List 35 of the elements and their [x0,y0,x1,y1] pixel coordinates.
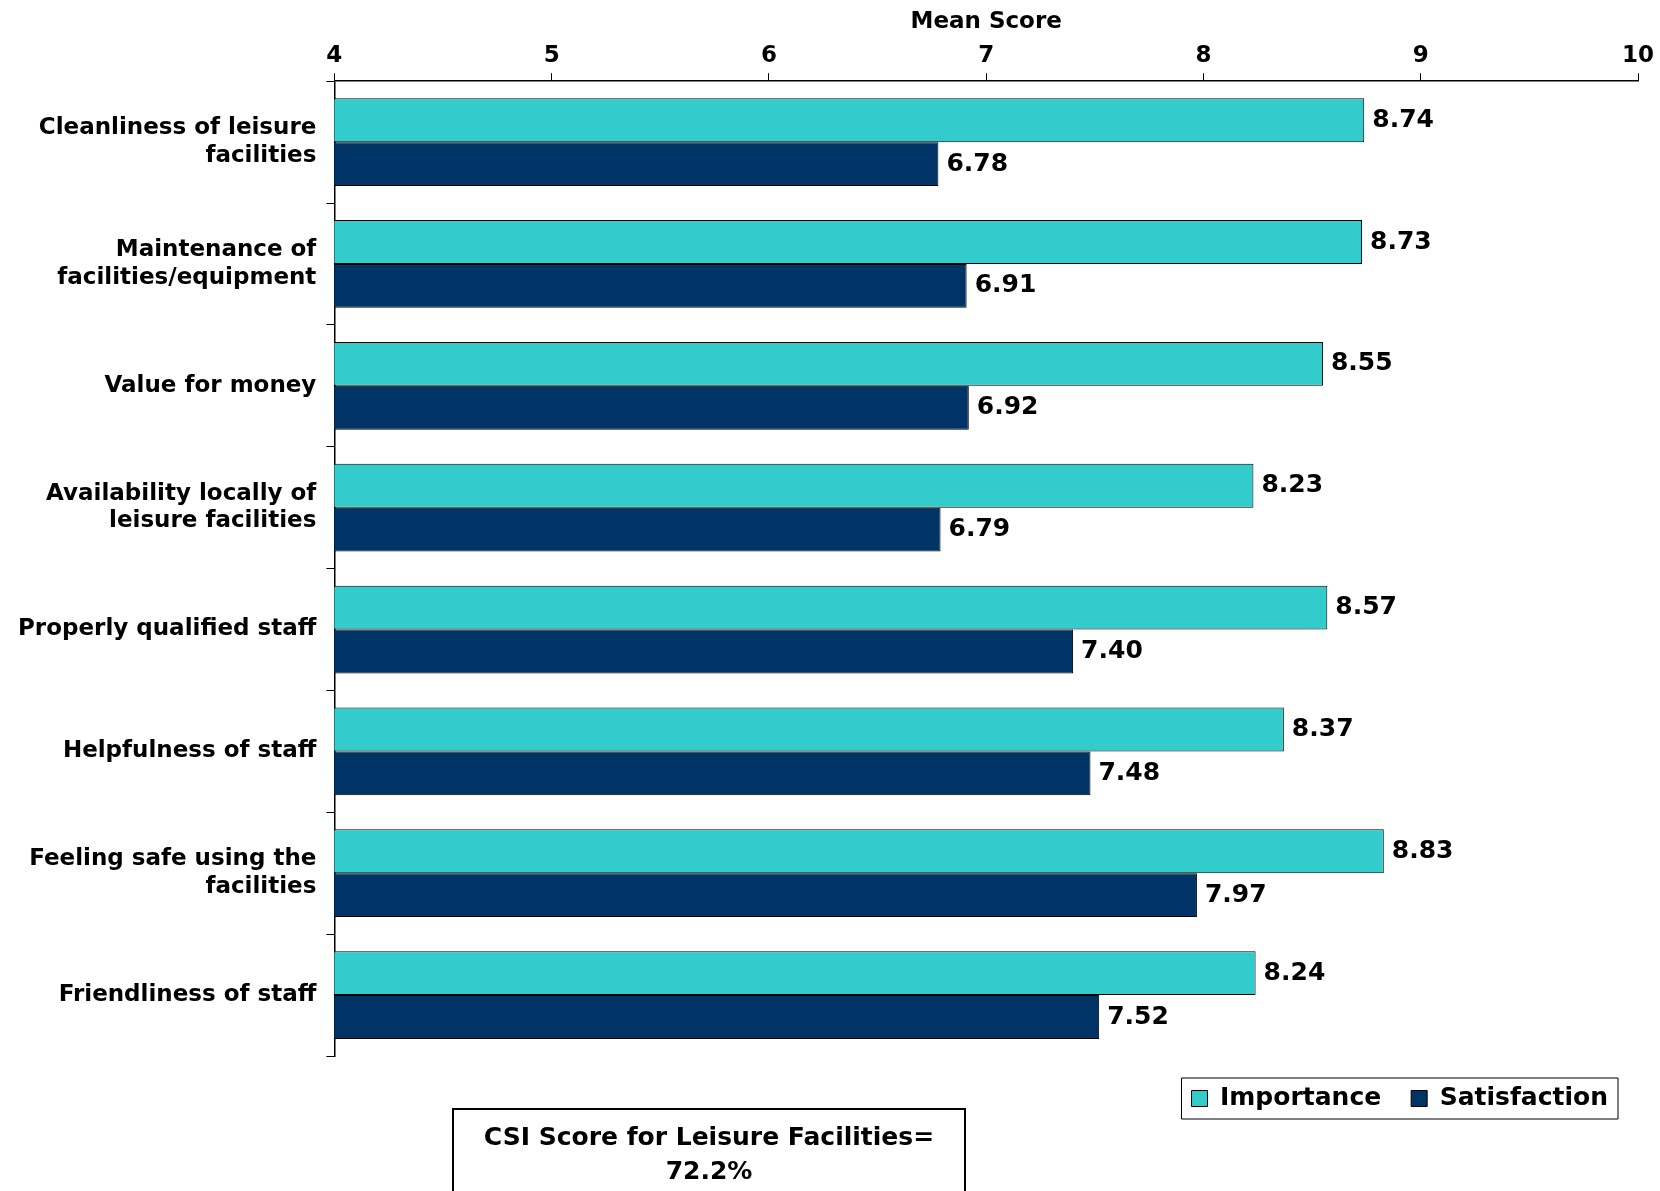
data-label: 8.83 [1391,834,1454,864]
data-label: 7.40 [1081,634,1143,664]
data-label: 6.92 [976,391,1039,421]
y-tick-label: Value for money [104,370,317,397]
y-tick-label: Cleanliness of leisure facilities [38,113,317,167]
data-label: 8.57 [1335,591,1397,621]
data-label: 7.48 [1098,756,1161,786]
x-tick-label: 5 [543,41,560,68]
x-tick-label: 10 [1621,41,1655,68]
y-tick-label: Maintenance of facilities/equipment [57,235,318,289]
y-tick-label: Feeling safe using the facilities [29,844,317,898]
y-tick-label: Properly qualified staff [18,614,317,641]
x-tick-label: 6 [760,41,777,68]
x-tick-label: 9 [1412,41,1429,68]
text: CSI Score for Leisure Facilities= 72.2% [452,1108,966,1191]
x-tick-label: 4 [326,41,343,68]
data-label: 6.78 [946,147,1009,177]
x-tick-label: 7 [978,41,995,68]
y-tick-label: Availability locally of leisure facilities [46,478,318,533]
x-tick-label: 8 [1195,41,1212,68]
data-label: 8.73 [1370,225,1432,255]
data-label: 8.55 [1330,347,1393,377]
legend-label: Importance [1220,1082,1382,1111]
data-label: 8.23 [1261,469,1324,499]
legend-label: Satisfaction [1439,1082,1609,1111]
y-tick-label: Helpfulness of staff [62,736,317,763]
x-axis-title: Mean Score [910,6,1062,33]
y-tick-label: Friendliness of staff [58,980,317,1007]
data-label: 6.79 [948,513,1011,543]
data-label: 8.37 [1291,712,1354,742]
data-label: 8.74 [1372,103,1434,133]
data-label: 6.91 [974,269,1037,299]
data-label: 7.52 [1107,1000,1169,1030]
data-label: 7.97 [1204,878,1267,908]
data-label: 8.24 [1263,956,1326,986]
